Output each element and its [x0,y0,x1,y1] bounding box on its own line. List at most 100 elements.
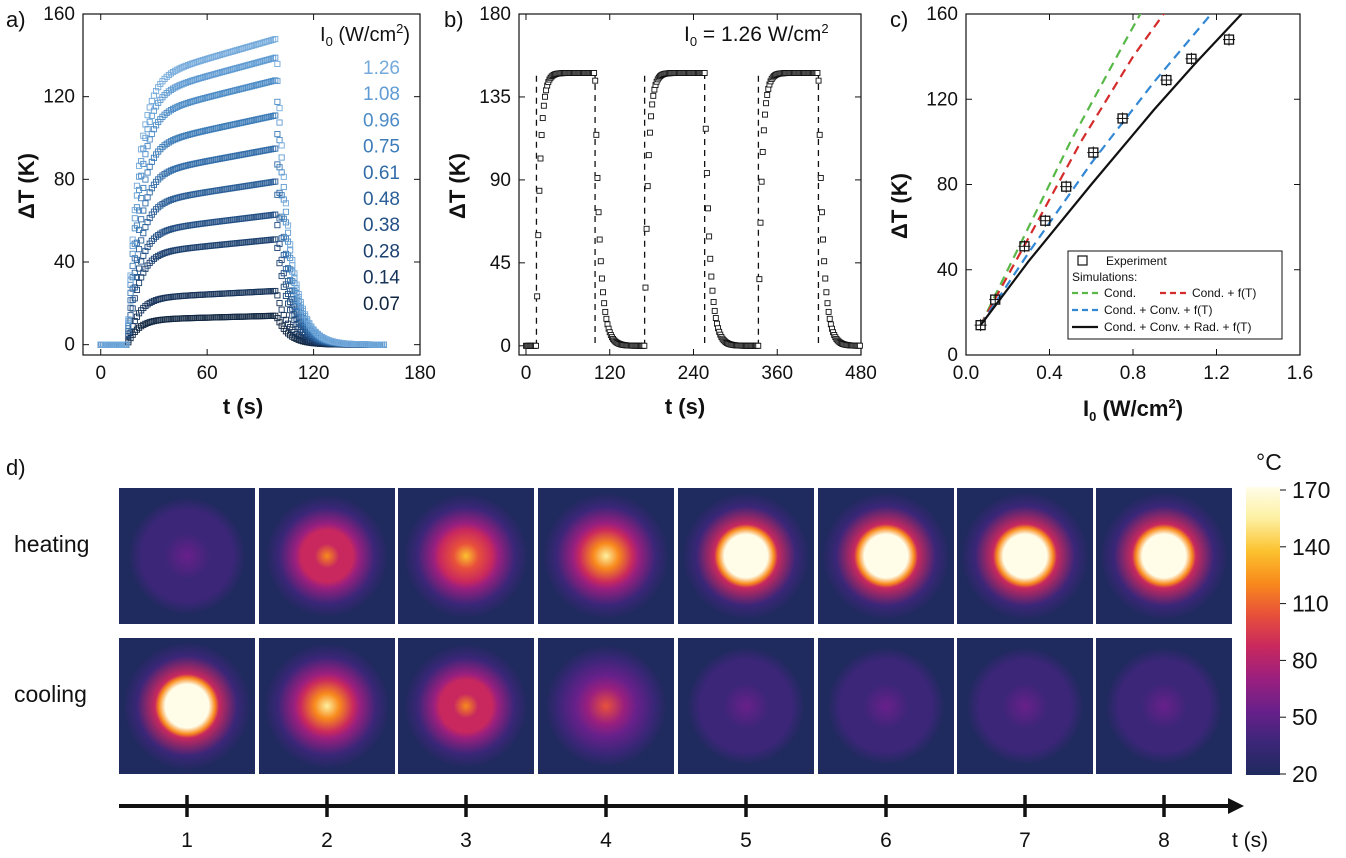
data-point-1.26 [148,97,155,105]
data-point-1.08 [233,64,241,72]
data-point-0.75 [178,133,185,140]
data-point [708,273,715,280]
data-point-1.08 [212,70,219,77]
legend-heading: Simulations: [1072,270,1137,284]
data-point-1.26 [189,60,196,67]
y-tick-label: 80 [54,169,75,190]
data-point-1.08 [270,55,277,62]
data-point-1.26 [236,46,243,53]
data-point-0.75 [212,125,219,132]
time-tick-label: 8 [1158,829,1170,852]
data-point-0.38 [163,227,170,234]
data-point-0.61 [174,165,181,172]
colorbar: °C 170 140 110 80 50 20 [1246,449,1330,787]
data-point-0.07 [284,330,292,337]
data-point-0.07 [276,319,283,326]
data-point-0.48 [144,219,151,226]
annotation-b-i: I [684,23,690,46]
data-point [648,113,655,120]
data-point-1.26 [182,62,189,69]
data-point-0.96 [238,85,245,92]
data-point-0.75 [140,184,147,192]
data-point-0.38 [276,240,283,248]
thermal-image-panel: heating cooling °C 170 140 110 80 50 20 1 2 3 4 5… [14,449,1330,852]
data-point-1.08 [216,69,223,76]
x-tick-label: 480 [845,363,877,384]
data-point [822,275,829,282]
data-point-0.48 [174,194,181,201]
data-point-0.14 [284,320,292,327]
data-point-1.08 [278,154,285,161]
data-point-0.07 [144,319,151,327]
data-point-1.08 [236,64,243,71]
data-point-0.75 [193,129,200,136]
data-point [602,308,609,315]
data-point [701,70,708,76]
data-point-0.38 [274,222,281,229]
data-point-0.38 [133,273,140,281]
data-point-1.08 [127,276,134,283]
data-point-1.08 [201,73,209,80]
colorbar-tick-label: 110 [1292,591,1329,617]
data-point-1.26 [380,341,387,348]
data-point-1.26 [231,47,238,54]
data-point-0.28 [135,279,143,287]
data-point-1.26 [233,47,241,54]
data-point-0.28 [272,236,279,243]
data-point-0.38 [138,258,145,265]
y-tick-label: 40 [937,260,958,281]
data-point-0.96 [229,87,236,95]
data-point-0.75 [255,116,262,123]
data-point-0.61 [167,167,175,174]
data-point-1.26 [212,53,219,60]
data-point-0.75 [127,289,134,296]
data-point-1.08 [210,71,217,78]
colorbar-ticks: 170 140 110 80 50 20 [1280,477,1330,787]
data-point-0.48 [153,206,160,213]
thermal-tiles [119,488,1232,774]
data-point-0.14 [125,337,132,344]
data-point-0.75 [270,112,277,120]
data-point-0.75 [191,130,198,137]
data-point-1.08 [129,242,136,250]
data-point-1.08 [144,126,151,133]
data-point-0.96 [182,100,189,107]
data-point-1.08 [287,247,294,254]
data-point-0.96 [297,304,304,311]
data-point-0.48 [287,288,294,295]
y-tick-label: 0 [947,345,958,366]
data-point [758,178,765,185]
data-point-1.08 [282,208,289,215]
data-point-1.26 [312,328,319,335]
data-point-1.26 [263,38,270,45]
cooling-spot-7 [966,647,1084,765]
data-point-0.96 [148,130,155,137]
data-point-0.75 [287,266,294,273]
data-point-0.75 [195,129,202,136]
data-point-0.96 [219,90,226,97]
data-point-0.96 [214,91,221,98]
data-point-0.28 [167,248,175,255]
data-point [764,91,771,98]
panel-label-c: c) [890,7,908,32]
legend-title-a-i: I [320,24,326,46]
data-point-1.08 [223,67,230,74]
y-tick-label: 160 [926,4,958,25]
data-point-1.08 [199,74,206,81]
time-axis: 1 2 3 4 5 6 7 8 t (s) [119,795,1268,852]
data-point-0.96 [178,102,185,109]
data-point-0.48 [274,191,281,198]
data-point-0.28 [274,244,281,251]
data-point-0.14 [291,329,298,336]
legend-sim-1: Cond. + f(T) [1192,286,1256,300]
data-point-0.28 [165,248,172,255]
data-point-1.08 [291,274,298,281]
data-point-0.14 [293,331,300,338]
data-point-1.08 [142,134,149,141]
data-point-0.75 [174,135,181,142]
data-point-1.26 [280,173,287,180]
legend-item: 0.61 [363,163,400,184]
data-point-1.08 [182,79,189,86]
